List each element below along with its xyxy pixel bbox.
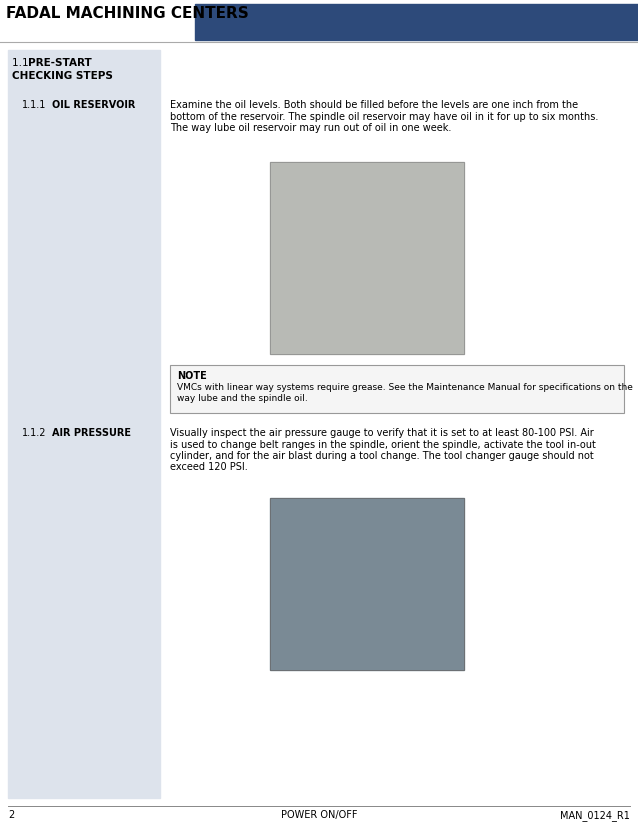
Bar — [270, 498, 464, 670]
Bar — [8, 50, 160, 798]
Bar — [0, 0, 638, 42]
Text: way lube and the spindle oil.: way lube and the spindle oil. — [177, 394, 308, 403]
Text: AIR PRESSURE: AIR PRESSURE — [52, 428, 131, 438]
Text: bottom of the reservoir. The spindle oil reservoir may have oil in it for up to : bottom of the reservoir. The spindle oil… — [170, 112, 598, 121]
Text: PRE-START: PRE-START — [28, 58, 92, 68]
Text: CHECKING STEPS: CHECKING STEPS — [12, 71, 113, 81]
Bar — [270, 162, 464, 354]
Bar — [270, 498, 464, 670]
Text: OIL RESERVOIR: OIL RESERVOIR — [52, 100, 135, 110]
Text: Visually inspect the air pressure gauge to verify that it is set to at least 80-: Visually inspect the air pressure gauge … — [170, 428, 594, 438]
Text: 2: 2 — [8, 810, 14, 820]
Text: is used to change belt ranges in the spindle, orient the spindle, activate the t: is used to change belt ranges in the spi… — [170, 439, 596, 449]
Text: VMCs with linear way systems require grease. See the Maintenance Manual for spec: VMCs with linear way systems require gre… — [177, 383, 633, 392]
Bar — [170, 365, 624, 413]
Bar — [170, 365, 624, 413]
Text: MAN_0124_R1: MAN_0124_R1 — [560, 810, 630, 821]
Bar — [195, 4, 638, 40]
Text: exceed 120 PSI.: exceed 120 PSI. — [170, 463, 248, 472]
Text: Examine the oil levels. Both should be filled before the levels are one inch fro: Examine the oil levels. Both should be f… — [170, 100, 578, 110]
Bar — [270, 162, 464, 354]
Text: POWER ON/OFF: POWER ON/OFF — [281, 810, 357, 820]
Text: cylinder, and for the air blast during a tool change. The tool changer gauge sho: cylinder, and for the air blast during a… — [170, 451, 594, 461]
Text: NOTE: NOTE — [177, 371, 207, 381]
Text: FADAL MACHINING CENTERS: FADAL MACHINING CENTERS — [6, 6, 249, 21]
Text: 1.1.2: 1.1.2 — [22, 428, 47, 438]
Text: 1.1: 1.1 — [12, 58, 32, 68]
Text: 1.1.1: 1.1.1 — [22, 100, 47, 110]
Text: The way lube oil reservoir may run out of oil in one week.: The way lube oil reservoir may run out o… — [170, 123, 451, 133]
